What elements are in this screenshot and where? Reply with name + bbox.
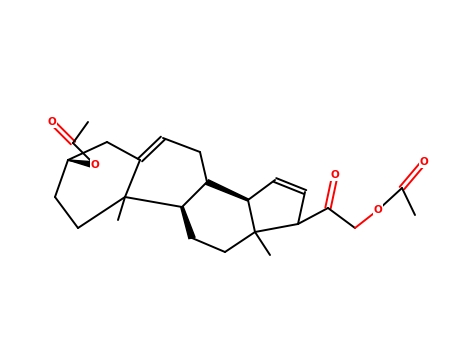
- Text: O: O: [420, 157, 428, 167]
- Polygon shape: [205, 180, 248, 201]
- Text: O: O: [91, 160, 99, 170]
- Text: O: O: [331, 170, 339, 180]
- Polygon shape: [68, 160, 96, 168]
- Text: O: O: [374, 205, 382, 215]
- Text: O: O: [48, 117, 56, 127]
- Polygon shape: [181, 207, 195, 239]
